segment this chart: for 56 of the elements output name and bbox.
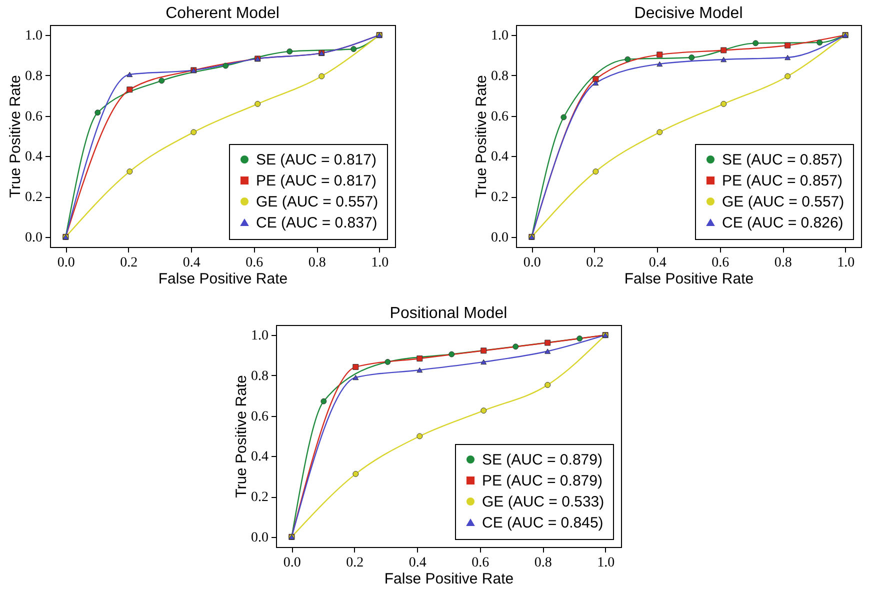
y-tick-label: 0.8 (25, 68, 42, 84)
y-tick-label: 1.0 (25, 28, 42, 44)
y-tick-label: 0.2 (491, 190, 508, 206)
y-axis-title: True Positive Rate (473, 75, 490, 198)
x-tick-label: 0.0 (57, 256, 75, 270)
x-tick-label: 0.2 (346, 556, 364, 570)
legend-label: CE (AUC = 0.826) (722, 214, 844, 232)
y-tick-label: 0.6 (25, 109, 42, 124)
x-tick-label: 0.4 (648, 256, 666, 270)
y-tick-label: 0.0 (491, 230, 508, 246)
legend-label: CE (AUC = 0.837) (256, 214, 378, 232)
legend-label: SE (AUC = 0.879) (482, 452, 602, 468)
x-tick-label: 0.8 (308, 256, 326, 270)
y-tick-label: 0.8 (251, 368, 268, 384)
chart-title: Decisive Model (634, 5, 743, 22)
x-tick-label: 0.2 (586, 256, 604, 270)
x-axis-title: False Positive Rate (384, 570, 514, 588)
x-tick-label: 0.6 (712, 256, 730, 270)
legend-label: GE (AUC = 0.533) (482, 494, 604, 510)
legend-label: GE (AUC = 0.557) (256, 194, 378, 210)
x-tick-label: 1.0 (837, 256, 855, 270)
y-tick-label: 0.2 (251, 490, 268, 506)
y-tick-label: 0.2 (25, 190, 42, 206)
legend-label: PE (AUC = 0.879) (482, 472, 602, 490)
y-axis-title: True Positive Rate (7, 75, 24, 198)
x-tick-label: 0.2 (120, 256, 138, 270)
x-tick-label: 1.0 (371, 256, 389, 270)
chart-title: Positional Model (390, 305, 508, 322)
chart-title: Coherent Model (166, 5, 280, 22)
y-tick-label: 0.8 (491, 68, 508, 84)
y-tick-label: 0.0 (251, 530, 268, 546)
legend-label: PE (AUC = 0.817) (256, 172, 376, 190)
x-tick-label: 0.8 (774, 256, 792, 270)
y-tick-label: 0.4 (491, 150, 508, 165)
x-tick-label: 1.0 (597, 556, 615, 570)
y-axis-title: True Positive Rate (233, 375, 250, 498)
x-tick-label: 0.6 (472, 556, 490, 570)
y-tick-label: 1.0 (491, 28, 508, 44)
legend-label: CE (AUC = 0.845) (482, 514, 604, 532)
y-tick-label: 0.4 (251, 450, 268, 465)
y-tick-label: 0.0 (25, 230, 42, 246)
x-tick-label: 0.4 (182, 256, 200, 270)
x-tick-label: 0.0 (523, 256, 541, 270)
y-tick-label: 0.4 (25, 150, 42, 165)
y-tick-label: 1.0 (251, 328, 268, 344)
legend-label: GE (AUC = 0.557) (722, 194, 844, 210)
x-tick-label: 0.4 (408, 556, 426, 570)
y-tick-label: 0.6 (251, 409, 268, 424)
x-tick-label: 0.8 (534, 556, 552, 570)
x-axis-title: False Positive Rate (158, 270, 288, 288)
legend-label: SE (AUC = 0.857) (722, 152, 842, 168)
x-axis-title: False Positive Rate (624, 270, 754, 288)
legend-label: SE (AUC = 0.817) (256, 152, 376, 168)
legend-label: PE (AUC = 0.857) (722, 172, 842, 190)
x-tick-label: 0.0 (283, 556, 301, 570)
y-tick-label: 0.6 (491, 109, 508, 124)
